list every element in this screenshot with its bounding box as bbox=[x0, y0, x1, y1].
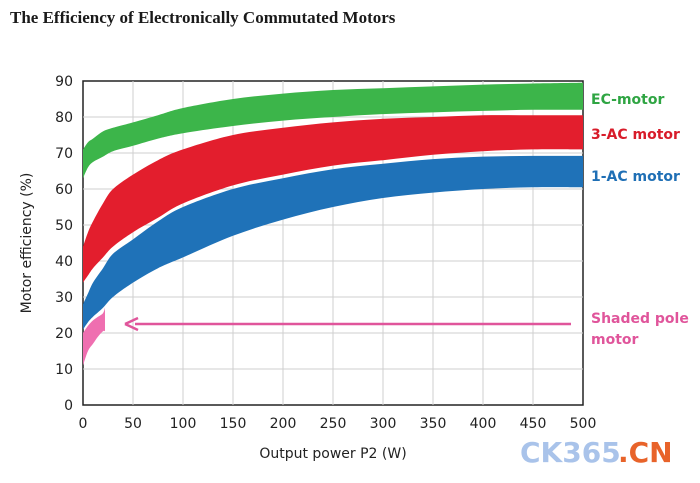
y-tick-label: 90 bbox=[55, 74, 73, 90]
chart-title: The Efficiency of Electronically Commuta… bbox=[10, 8, 396, 27]
x-tick-label: 0 bbox=[79, 416, 88, 432]
y-tick-label: 20 bbox=[55, 326, 73, 342]
band-1-ac-motor bbox=[83, 155, 583, 330]
x-tick-label: 450 bbox=[520, 416, 547, 432]
y-axis-label: Motor efficiency (%) bbox=[19, 173, 35, 314]
x-tick-label: 400 bbox=[470, 416, 497, 432]
series-label-ec-motor: EC-motor bbox=[591, 92, 664, 108]
y-tick-label: 0 bbox=[64, 398, 73, 414]
y-tick-labels: 0 10 20 30 40 50 60 70 80 90 bbox=[55, 74, 73, 414]
y-tick-label: 70 bbox=[55, 146, 73, 162]
annotation-arrow-head bbox=[124, 316, 139, 332]
band-shaded-pole-motor bbox=[83, 307, 105, 366]
y-tick-label: 40 bbox=[55, 254, 73, 270]
watermark-cn: .CN bbox=[618, 436, 673, 469]
y-tick-label: 30 bbox=[55, 290, 73, 306]
series-label-shaded-pole-line2: motor bbox=[591, 332, 639, 348]
x-tick-label: 150 bbox=[220, 416, 247, 432]
watermark-ck365: CK365 bbox=[520, 436, 621, 469]
series-label-shaded-pole-line1: Shaded pole bbox=[591, 311, 689, 327]
y-tick-label: 60 bbox=[55, 182, 73, 198]
annotations bbox=[124, 316, 571, 332]
series-bands bbox=[83, 82, 583, 366]
x-tick-label: 500 bbox=[570, 416, 597, 432]
series-label-1ac-motor: 1-AC motor bbox=[591, 169, 680, 185]
x-tick-label: 350 bbox=[420, 416, 447, 432]
x-tick-label: 250 bbox=[320, 416, 347, 432]
band-ec-motor bbox=[83, 82, 583, 179]
y-tick-label: 80 bbox=[55, 110, 73, 126]
x-tick-label: 50 bbox=[124, 416, 142, 432]
x-tick-label: 100 bbox=[170, 416, 197, 432]
y-tick-label: 10 bbox=[55, 362, 73, 378]
x-tick-label: 300 bbox=[370, 416, 397, 432]
y-tick-label: 50 bbox=[55, 218, 73, 234]
x-axis-label: Output power P2 (W) bbox=[259, 446, 406, 462]
band-3-ac-motor bbox=[83, 115, 583, 283]
x-tick-labels: 0 50 100 150 200 250 300 350 400 450 500 bbox=[79, 416, 597, 432]
x-tick-label: 200 bbox=[270, 416, 297, 432]
series-label-3ac-motor: 3-AC motor bbox=[591, 127, 680, 143]
